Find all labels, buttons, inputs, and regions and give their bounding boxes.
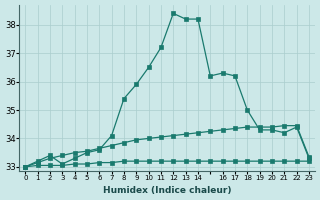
- X-axis label: Humidex (Indice chaleur): Humidex (Indice chaleur): [103, 186, 231, 195]
